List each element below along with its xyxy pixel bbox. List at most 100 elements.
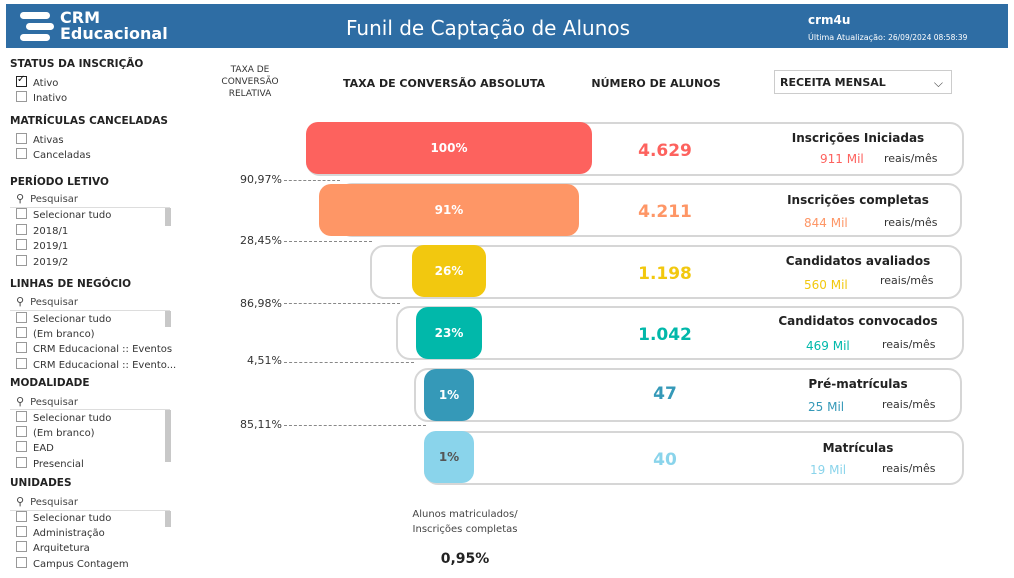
checkbox-icon[interactable] [16, 148, 27, 159]
funnel-revenue: 25 Mil [808, 400, 845, 414]
relative-rate-guide [284, 241, 372, 242]
funnel-unit: reais/mês [882, 462, 936, 475]
filter-canceladas-title: MATRÍCULAS CANCELADAS [10, 115, 168, 127]
filter-unidades-title: UNIDADES [10, 477, 72, 489]
filter-periodo-title: PERÍODO LETIVO [10, 176, 109, 188]
scrollbar[interactable] [165, 410, 171, 462]
logo: CRM Educacional [20, 10, 170, 44]
filter-modalidade-option[interactable]: (Em branco) [16, 426, 95, 440]
funnel-stage-name: Inscrições completas [787, 193, 929, 207]
filter-status-title: STATUS DA INSCRIÇÃO [10, 58, 144, 70]
funnel-bar: 26% [411, 245, 487, 297]
funnel-unit: reais/mês [884, 152, 938, 165]
relative-rate-guide [284, 362, 414, 363]
scrollbar[interactable] [165, 511, 171, 527]
relative-rate-label: 4,51% [247, 354, 282, 367]
filter-unidades-option[interactable]: Administração [16, 526, 105, 540]
funnel-bar: 100% [306, 122, 592, 174]
logo-mark-icon [20, 12, 54, 42]
filter-periodo-option[interactable]: 2019/2 [16, 255, 68, 269]
logo-line2: Educacional [60, 24, 168, 43]
filter-status-ativo[interactable]: Ativo [16, 73, 58, 90]
checkbox-icon[interactable] [16, 91, 27, 102]
filter-unidades-option[interactable]: Selecionar tudo [16, 511, 111, 525]
funnel-unit: reais/mês [884, 216, 938, 229]
filter-status-inativo[interactable]: Inativo [16, 91, 67, 105]
page-title: Funil de Captação de Alunos [346, 16, 631, 40]
funnel-bar: 1% [424, 369, 474, 421]
absolute-rate-header: TAXA DE CONVERSÃO ABSOLUTA [342, 77, 546, 90]
funnel-unit: reais/mês [882, 338, 936, 351]
filter-modalidade-option[interactable]: EAD [16, 441, 54, 455]
user-name: crm4u [808, 13, 851, 27]
funnel-stage-name: Pré-matrículas [808, 377, 908, 391]
relative-rate-header: TAXA DE CONVERSÃO RELATIVA [221, 65, 279, 99]
checkbox-icon[interactable] [16, 133, 27, 144]
funnel-row [414, 368, 962, 422]
last-update-value: 26/09/2024 08:58:39 [888, 33, 968, 42]
search-icon: ⚲ [16, 495, 25, 508]
search-icon: ⚲ [16, 192, 25, 205]
funnel-revenue: 19 Mil [810, 463, 847, 477]
funnel-stage-name: Inscrições Iniciadas [791, 131, 925, 145]
filter-unidades-option[interactable]: Campus Contagem [16, 557, 129, 571]
search-icon: ⚲ [16, 395, 25, 408]
scrollbar[interactable] [165, 208, 171, 226]
relative-rate-guide [284, 180, 340, 181]
funnel-count: 1.042 [638, 325, 692, 345]
header-bar: CRM Educacional Funil de Captação de Alu… [6, 4, 1008, 48]
funnel-count: 4.629 [638, 141, 692, 161]
filter-linhas-title: LINHAS DE NEGÓCIO [10, 278, 132, 290]
funnel-count: 40 [653, 450, 677, 470]
filter-linhas-option[interactable]: CRM Educacional :: Eventos [16, 342, 172, 356]
relative-rate-label: 28,45% [240, 234, 282, 247]
footer-ratio-value: 0,95% [440, 551, 490, 567]
revenue-dropdown-value: RECEITA MENSAL [780, 76, 886, 89]
funnel-count: 47 [653, 384, 677, 404]
funnel-bar: 23% [416, 307, 482, 359]
checkbox-checked-icon[interactable] [16, 73, 27, 87]
filter-modalidade-option[interactable]: Selecionar tudo [16, 411, 111, 425]
revenue-dropdown[interactable]: RECEITA MENSAL ⌵ [774, 70, 952, 94]
filter-periodo-search[interactable]: ⚲ Pesquisar [16, 192, 79, 205]
filter-unidades-search[interactable]: ⚲ Pesquisar [16, 495, 79, 508]
relative-rate-label: 90,97% [240, 173, 282, 186]
filter-linhas-option[interactable]: Selecionar tudo [16, 312, 111, 326]
funnel-revenue: 911 Mil [820, 152, 864, 166]
relative-rate-guide [284, 425, 426, 426]
filter-modalidade-search[interactable]: ⚲ Pesquisar [16, 395, 79, 408]
filter-linhas-option[interactable]: (Em branco) [16, 327, 95, 341]
filter-linhas-option[interactable]: CRM Educacional :: Evento... [16, 358, 176, 372]
funnel-bar: 1% [424, 431, 474, 483]
filter-canceladas-canceladas[interactable]: Canceladas [16, 148, 91, 162]
funnel-stage-name: Candidatos convocados [778, 314, 938, 328]
scrollbar[interactable] [165, 311, 171, 327]
relative-rate-guide [284, 303, 400, 304]
funnel-revenue: 469 Mil [806, 339, 850, 353]
funnel-bar: 91% [318, 184, 580, 236]
filter-periodo-option[interactable]: Selecionar tudo [16, 208, 111, 222]
relative-rate-label: 85,11% [240, 418, 282, 431]
last-update: Última Atualização: 26/09/2024 08:58:39 [808, 33, 967, 42]
funnel-unit: reais/mês [882, 398, 936, 411]
funnel-row [424, 431, 964, 485]
filter-periodo-option[interactable]: 2018/1 [16, 224, 68, 238]
relative-rate-label: 86,98% [240, 297, 282, 310]
funnel-revenue: 560 Mil [804, 278, 848, 292]
filter-sidebar: STATUS DA INSCRIÇÃO Ativo Inativo MATRÍC… [0, 50, 178, 578]
filter-periodo-option[interactable]: 2019/1 [16, 239, 68, 253]
search-icon: ⚲ [16, 295, 25, 308]
filter-linhas-search[interactable]: ⚲ Pesquisar [16, 295, 79, 308]
filter-canceladas-ativas[interactable]: Ativas [16, 133, 64, 147]
logo-line1: CRM [60, 8, 100, 27]
footer-ratio-label: Alunos matriculados/ Inscrições completa… [412, 509, 518, 535]
filter-modalidade-title: MODALIDADE [10, 377, 90, 389]
funnel-revenue: 844 Mil [804, 216, 848, 230]
funnel-unit: reais/mês [880, 274, 934, 287]
filter-modalidade-option[interactable]: Presencial [16, 457, 84, 471]
chevron-down-icon: ⌵ [933, 76, 943, 90]
students-header: NÚMERO DE ALUNOS [591, 77, 721, 90]
filter-unidades-option[interactable]: Arquitetura [16, 541, 90, 555]
funnel-stage-name: Matrículas [822, 441, 894, 455]
last-update-label: Última Atualização: [808, 33, 886, 42]
